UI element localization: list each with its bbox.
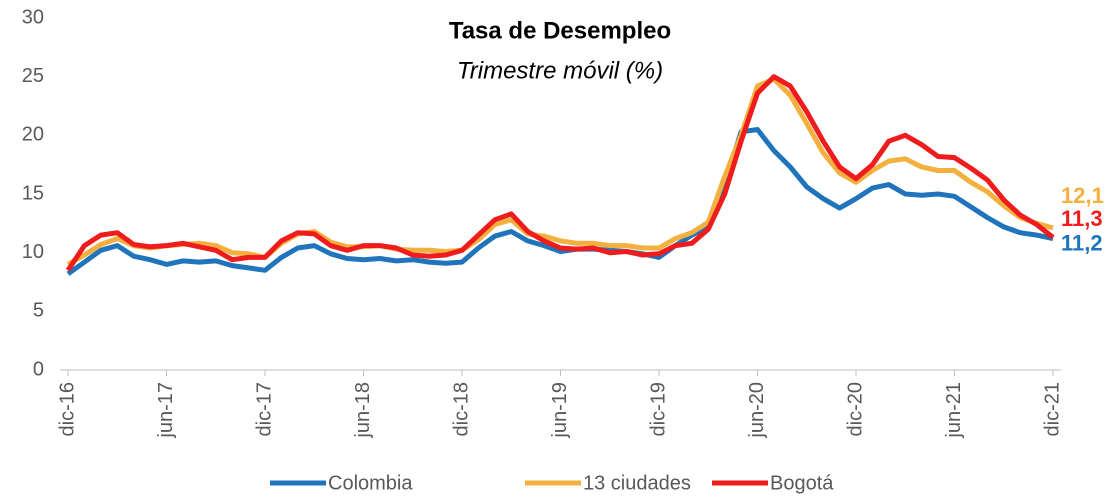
series-line [65, 74, 1055, 272]
x-tick-label: dic-16 [56, 382, 78, 436]
x-tick-label: jun-17 [155, 382, 177, 439]
legend-label: Bogotá [770, 472, 834, 494]
y-tick-label: 30 [22, 6, 44, 28]
x-tick-label: dic-20 [844, 382, 866, 436]
series-line [66, 76, 1054, 267]
y-tick-label: 0 [33, 358, 44, 380]
y-tick-label: 20 [22, 124, 44, 146]
chart-title: Tasa de Desempleo [449, 17, 671, 44]
legend-label: 13 ciudades [583, 472, 691, 494]
y-tick-label: 5 [33, 300, 44, 322]
data-label: 12,1 [1061, 183, 1104, 208]
x-tick-label: jun-18 [352, 382, 374, 439]
data-label: 11,3 [1061, 206, 1103, 231]
chart-subtitle: Trimestre móvil (%) [457, 57, 663, 84]
x-tick-label: dic-21 [1041, 382, 1063, 436]
x-tick-label: dic-19 [647, 382, 669, 436]
legend-label: Colombia [328, 472, 413, 494]
x-tick-label: jun-19 [549, 382, 571, 439]
y-tick-label: 15 [22, 182, 44, 204]
data-label: 11,2 [1061, 230, 1103, 255]
series-line [66, 127, 1054, 276]
y-tick-label: 25 [22, 65, 44, 87]
x-tick-label: dic-17 [253, 382, 275, 436]
x-tick-label: jun-20 [746, 382, 768, 439]
x-tick-label: dic-18 [450, 382, 472, 436]
y-tick-label: 10 [22, 241, 44, 263]
x-tick-label: jun-21 [943, 382, 965, 439]
